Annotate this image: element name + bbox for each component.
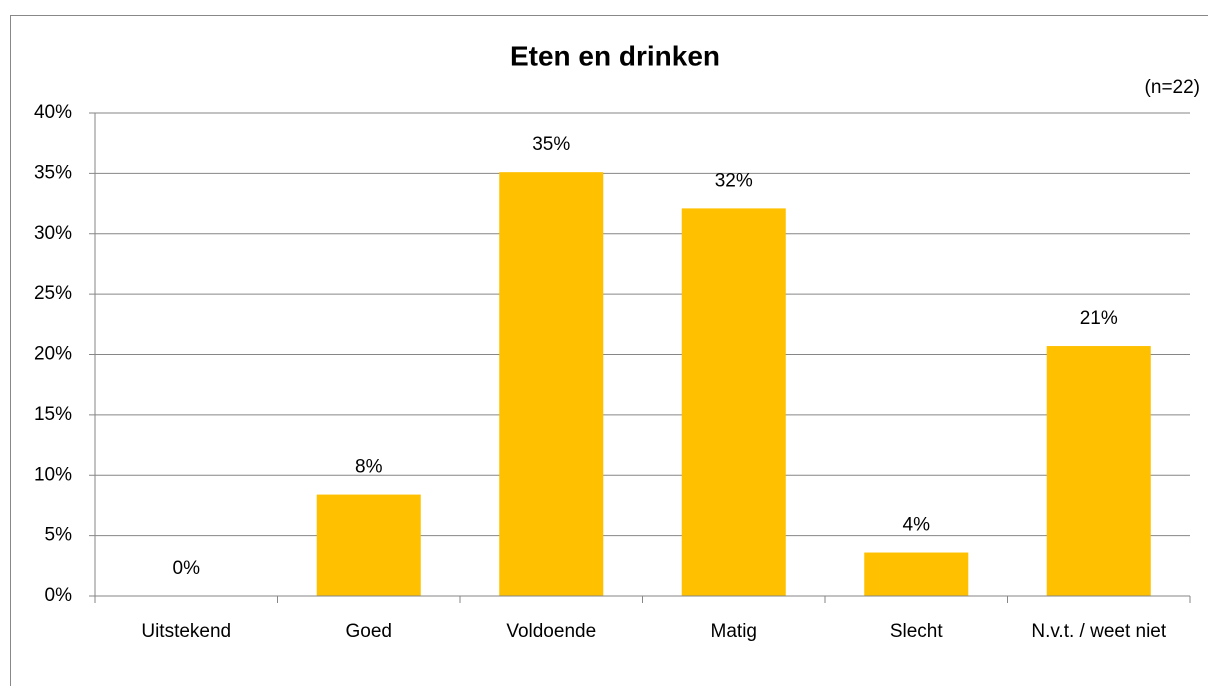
y-tick-label: 30% <box>34 223 72 244</box>
chart-frame <box>10 15 1208 686</box>
bar <box>499 172 604 597</box>
data-label: 4% <box>903 515 931 536</box>
y-tick-label: 35% <box>34 162 72 183</box>
x-tick-label: Matig <box>710 621 757 642</box>
y-tick-label: 20% <box>34 344 72 365</box>
x-tick-label: Slecht <box>889 621 943 642</box>
bar <box>864 552 969 596</box>
y-tick-label: 10% <box>34 464 72 485</box>
x-tick-label: Uitstekend <box>141 621 232 642</box>
data-label: 32% <box>715 170 753 191</box>
y-tick-label: 40% <box>34 102 72 123</box>
bar <box>316 494 421 596</box>
x-tick-label: Voldoende <box>506 621 597 642</box>
x-tick-label: N.v.t. / weet niet <box>1031 621 1167 642</box>
data-label: 35% <box>532 134 570 155</box>
data-label: 21% <box>1080 308 1118 329</box>
data-label: 8% <box>355 457 383 478</box>
bar <box>1046 346 1151 596</box>
y-tick-label: 0% <box>45 585 73 606</box>
y-tick-label: 25% <box>34 283 72 304</box>
y-tick-label: 15% <box>34 404 72 425</box>
bar <box>681 208 786 596</box>
data-label: 0% <box>173 558 201 579</box>
chart-subtitle: (n=22) <box>1145 77 1200 98</box>
y-tick-label: 5% <box>45 525 73 546</box>
x-tick-label: Goed <box>345 621 392 642</box>
chart-title: Eten en drinken <box>510 40 720 71</box>
